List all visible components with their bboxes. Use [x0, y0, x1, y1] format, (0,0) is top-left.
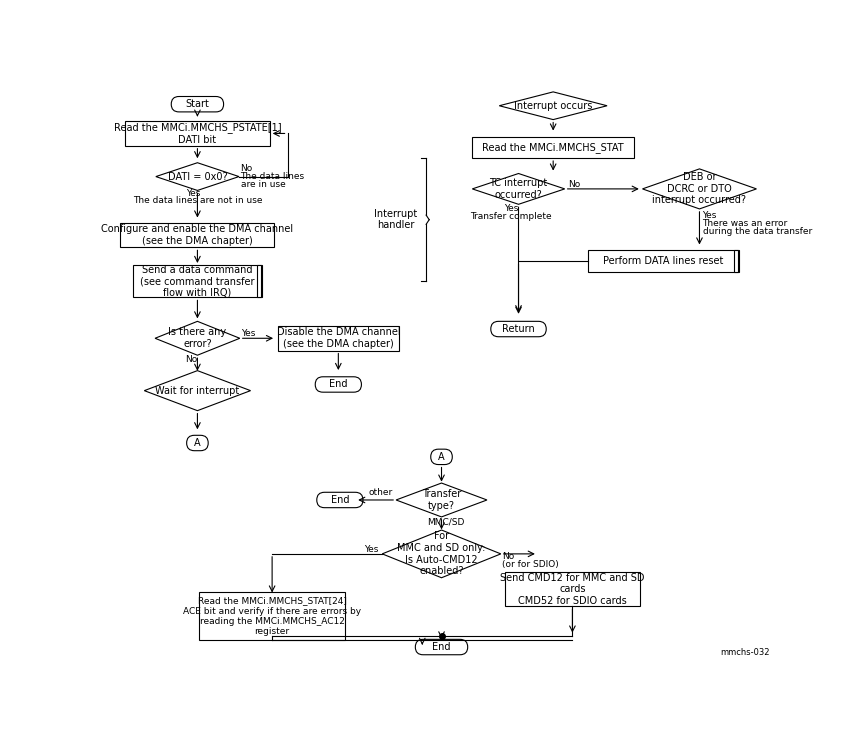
Text: A: A — [194, 438, 201, 448]
Text: Configure and enable the DMA channel
(see the DMA chapter): Configure and enable the DMA channel (se… — [101, 224, 294, 246]
Polygon shape — [156, 163, 239, 190]
Text: Transfer complete: Transfer complete — [470, 212, 552, 221]
Text: There was an error: There was an error — [702, 219, 788, 228]
Text: Is there any
error?: Is there any error? — [168, 328, 227, 349]
Text: End: End — [329, 380, 347, 389]
Bar — [132, 265, 262, 297]
Bar — [120, 223, 275, 247]
Polygon shape — [396, 483, 487, 517]
Text: Read the MMCi.MMCHS_STAT[24]
ACE bit and verify if there are errors by
reading t: Read the MMCi.MMCHS_STAT[24] ACE bit and… — [183, 596, 361, 636]
Text: Yes: Yes — [185, 189, 200, 198]
Text: Interrupt occurs: Interrupt occurs — [514, 101, 592, 111]
Text: during the data transfer: during the data transfer — [702, 226, 811, 236]
Text: are in use: are in use — [241, 180, 285, 189]
Text: End: End — [432, 642, 451, 652]
Text: Yes: Yes — [364, 545, 378, 554]
Polygon shape — [155, 321, 240, 355]
Polygon shape — [472, 173, 565, 204]
Text: Perform DATA lines reset: Perform DATA lines reset — [603, 256, 723, 266]
Text: MMC/SD: MMC/SD — [428, 517, 465, 526]
Text: Yes: Yes — [702, 212, 717, 221]
Bar — [734, 251, 738, 272]
Text: mmchs-032: mmchs-032 — [720, 648, 770, 657]
Bar — [505, 572, 640, 606]
Text: (or for SDIO): (or for SDIO) — [502, 560, 559, 569]
Text: Yes: Yes — [504, 204, 518, 213]
Polygon shape — [500, 92, 607, 120]
FancyBboxPatch shape — [430, 449, 452, 465]
Text: End: End — [331, 495, 349, 505]
Text: No: No — [241, 164, 253, 173]
Polygon shape — [382, 530, 501, 578]
Text: Yes: Yes — [242, 329, 255, 338]
Text: TC interrupt
occurred?: TC interrupt occurred? — [489, 178, 547, 200]
Text: No: No — [502, 553, 514, 562]
FancyBboxPatch shape — [171, 96, 223, 112]
Text: Return: Return — [502, 324, 535, 334]
FancyBboxPatch shape — [416, 639, 468, 655]
Text: The data lines are not in use: The data lines are not in use — [132, 196, 262, 205]
Text: Read the MMCi.MMCHS_PSTATE[1]
DATI bit: Read the MMCi.MMCHS_PSTATE[1] DATI bit — [113, 122, 281, 145]
Text: No: No — [185, 355, 197, 364]
Text: Send a data command
(see command transfer
flow with IRQ): Send a data command (see command transfe… — [140, 265, 255, 298]
Bar — [125, 121, 270, 146]
Text: other: other — [369, 488, 393, 497]
Text: Read the MMCi.MMCHS_STAT: Read the MMCi.MMCHS_STAT — [482, 142, 624, 152]
Text: Interrupt
handler: Interrupt handler — [374, 209, 417, 230]
Text: No: No — [568, 180, 580, 189]
Polygon shape — [643, 169, 756, 209]
FancyBboxPatch shape — [317, 492, 363, 508]
Text: The data lines: The data lines — [241, 172, 305, 181]
Text: DEB or
DCRC or DTO
interrupt occurred?: DEB or DCRC or DTO interrupt occurred? — [652, 172, 746, 206]
FancyBboxPatch shape — [187, 435, 208, 451]
Text: For
MMC and SD only:
Is Auto-CMD12
enabled?: For MMC and SD only: Is Auto-CMD12 enabl… — [397, 531, 486, 576]
FancyBboxPatch shape — [491, 321, 546, 337]
Bar — [472, 137, 634, 158]
Bar — [257, 265, 262, 297]
Text: Start: Start — [185, 99, 210, 110]
Bar — [277, 326, 399, 351]
Text: DATI = 0x0?: DATI = 0x0? — [168, 172, 227, 181]
FancyBboxPatch shape — [315, 377, 361, 392]
Bar — [588, 251, 739, 272]
Text: Send CMD12 for MMC and SD
cards
CMD52 for SDIO cards: Send CMD12 for MMC and SD cards CMD52 fo… — [501, 573, 644, 606]
Text: Transfer
type?: Transfer type? — [422, 489, 461, 511]
Text: A: A — [438, 452, 445, 462]
Text: Wait for interrupt: Wait for interrupt — [155, 386, 240, 396]
Polygon shape — [145, 371, 250, 411]
Text: Disable the DMA channel
(see the DMA chapter): Disable the DMA channel (see the DMA cha… — [276, 328, 400, 349]
Bar — [199, 593, 346, 640]
